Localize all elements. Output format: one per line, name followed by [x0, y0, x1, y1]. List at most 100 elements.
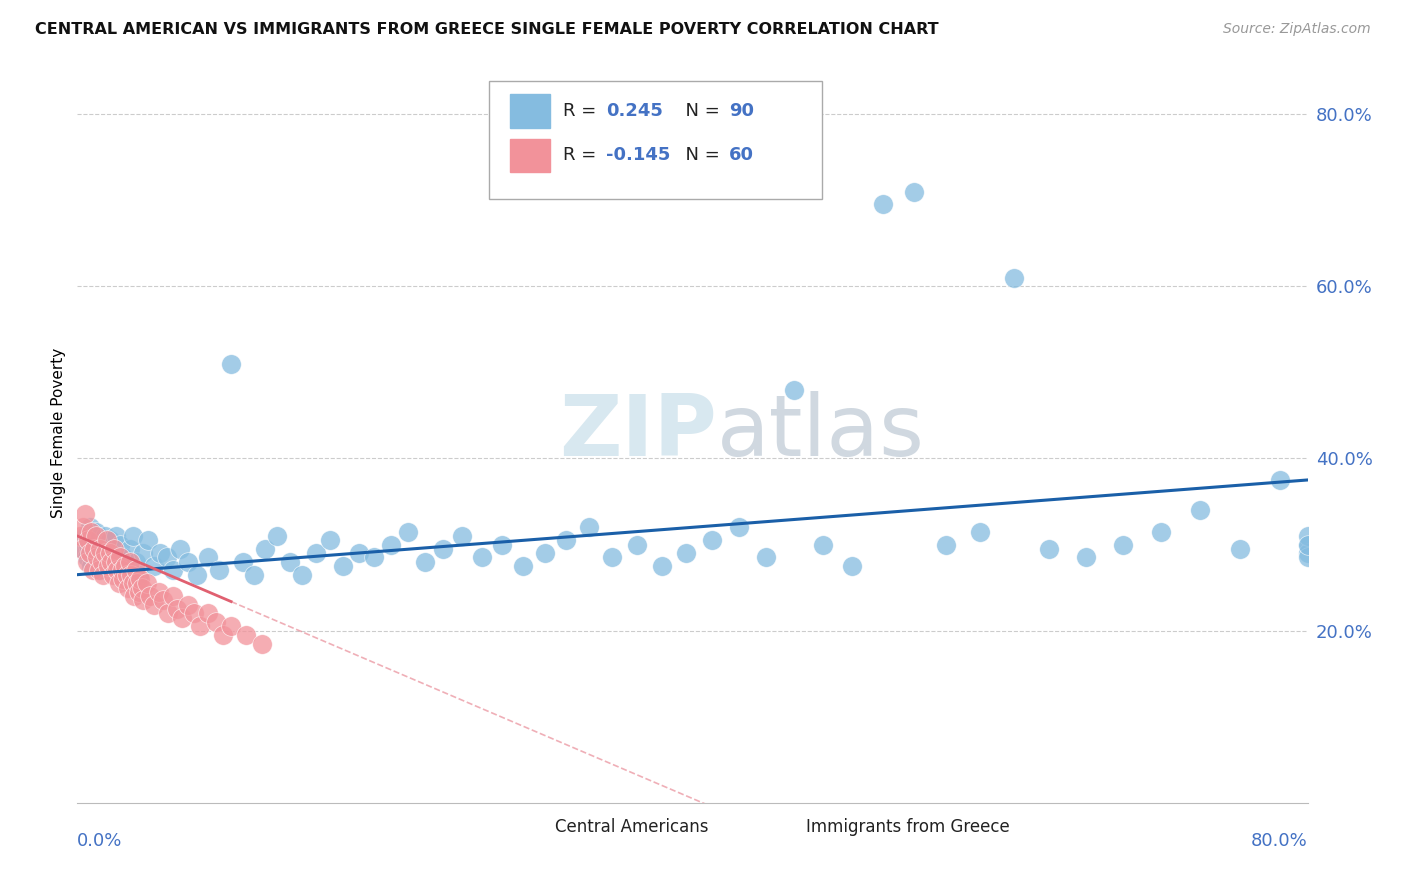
Point — [103, 541, 125, 556]
Point — [136, 533, 159, 548]
Point — [125, 555, 148, 569]
Text: R =: R = — [564, 102, 602, 120]
Point — [82, 563, 104, 577]
Point — [450, 529, 472, 543]
Point — [97, 546, 120, 560]
Point — [87, 541, 110, 556]
Point — [77, 533, 100, 548]
Text: N =: N = — [673, 146, 725, 164]
Point — [148, 585, 170, 599]
Point — [69, 529, 91, 543]
Bar — [510, 95, 550, 128]
Point — [1296, 529, 1319, 543]
Point — [1112, 537, 1135, 551]
Point — [1038, 541, 1060, 556]
Point — [112, 550, 135, 565]
Point — [73, 508, 96, 522]
Point — [380, 537, 402, 551]
Point — [70, 541, 93, 556]
Point — [578, 520, 600, 534]
Point — [188, 619, 212, 633]
Point — [250, 636, 273, 650]
Point — [212, 628, 235, 642]
Point — [727, 520, 749, 534]
Point — [177, 555, 200, 569]
Point — [90, 537, 114, 551]
Point — [143, 559, 166, 574]
Point — [1150, 524, 1173, 539]
Text: 0.0%: 0.0% — [77, 832, 122, 850]
Point — [115, 567, 138, 582]
Point — [155, 550, 177, 565]
Point — [110, 550, 132, 565]
Point — [97, 559, 120, 574]
Point — [110, 537, 132, 551]
Point — [1296, 550, 1319, 565]
Point — [169, 541, 191, 556]
Point — [121, 576, 143, 591]
Point — [77, 537, 100, 551]
Point — [131, 581, 153, 595]
Point — [157, 607, 180, 621]
Point — [1076, 550, 1098, 565]
Point — [122, 589, 145, 603]
Point — [138, 589, 160, 603]
Point — [841, 559, 863, 574]
Point — [108, 576, 131, 591]
Bar — [510, 138, 550, 172]
Point — [347, 546, 370, 560]
Point — [93, 550, 115, 565]
Point — [1188, 503, 1211, 517]
Point — [755, 550, 778, 565]
Point — [98, 533, 121, 548]
Text: 90: 90 — [730, 102, 755, 120]
Point — [128, 567, 150, 582]
Point — [332, 559, 354, 574]
Point — [117, 581, 139, 595]
Point — [1296, 537, 1319, 551]
Point — [1229, 541, 1251, 556]
Point — [177, 598, 200, 612]
Point — [208, 563, 231, 577]
Text: Source: ZipAtlas.com: Source: ZipAtlas.com — [1223, 22, 1371, 37]
Point — [162, 589, 184, 603]
Text: 60: 60 — [730, 146, 755, 164]
Point — [143, 598, 166, 612]
Point — [114, 559, 136, 574]
Point — [135, 576, 157, 591]
Point — [702, 533, 724, 548]
Point — [626, 537, 648, 551]
Point — [534, 546, 557, 560]
Point — [84, 529, 107, 543]
Point — [89, 563, 111, 577]
Point — [80, 524, 103, 539]
Point — [121, 529, 143, 543]
Point — [73, 529, 96, 543]
Text: 0.245: 0.245 — [606, 102, 664, 120]
Point — [969, 524, 991, 539]
Point — [555, 533, 578, 548]
Point — [87, 563, 110, 577]
Point — [86, 555, 108, 569]
Point — [204, 615, 226, 629]
Point — [675, 546, 697, 560]
Point — [219, 619, 242, 633]
Point — [491, 537, 513, 551]
Point — [125, 563, 148, 577]
Point — [94, 529, 117, 543]
Point — [76, 550, 98, 565]
Point — [266, 529, 288, 543]
Point — [253, 541, 276, 556]
Point — [103, 541, 125, 556]
Point — [903, 185, 925, 199]
Point — [86, 550, 108, 565]
Point — [1296, 537, 1319, 551]
Text: ZIP: ZIP — [560, 391, 717, 475]
Point — [105, 563, 128, 577]
Point — [1268, 473, 1291, 487]
Point — [1002, 270, 1025, 285]
Point — [305, 546, 328, 560]
Point — [132, 546, 155, 560]
Point — [471, 550, 494, 565]
Point — [111, 563, 134, 577]
